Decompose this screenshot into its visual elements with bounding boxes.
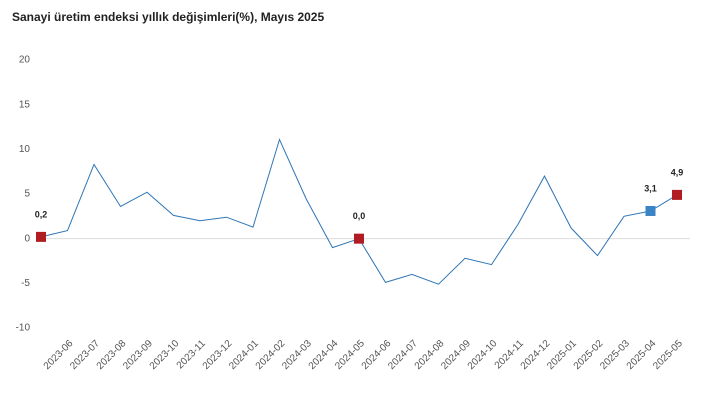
y-tick-label: 0: [24, 233, 30, 244]
y-tick-label: 5: [24, 189, 30, 200]
data-label: 0,2: [35, 209, 48, 219]
marker: [36, 231, 46, 242]
marker: [672, 189, 682, 200]
marker: [354, 233, 364, 244]
y-tick-label: -5: [21, 278, 30, 289]
data-label: 3,1: [644, 183, 657, 193]
y-tick-label: 20: [19, 55, 31, 66]
y-tick-label: 15: [19, 99, 31, 110]
y-tick-label: 10: [19, 144, 31, 155]
x-tick-label: 2025-05: [651, 338, 685, 372]
data-label: 0,0: [353, 211, 366, 221]
chart-title: Sanayi üretim endeksi yıllık değişimleri…: [12, 10, 324, 24]
marker: [645, 205, 656, 216]
data-label: 4,9: [671, 167, 684, 177]
y-tick-label: -10: [16, 323, 31, 334]
